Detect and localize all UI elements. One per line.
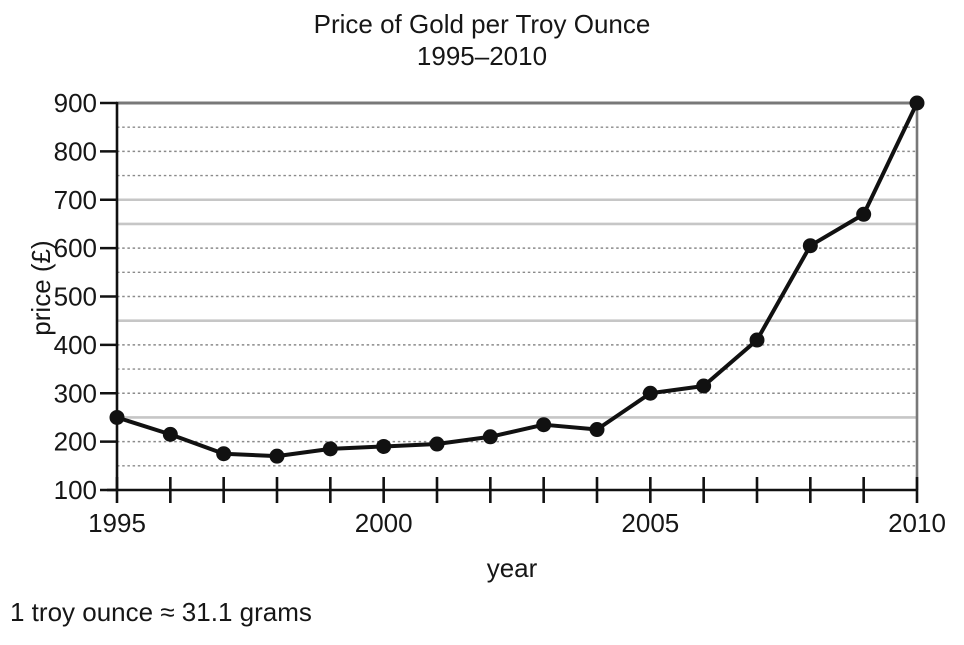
y-tick-label: 400	[54, 330, 97, 360]
data-point	[856, 206, 872, 222]
data-point	[216, 446, 232, 462]
y-tick-label: 500	[54, 282, 97, 312]
data-point	[642, 385, 658, 401]
price-line	[115, 101, 919, 459]
y-tick-label: 600	[54, 233, 97, 263]
y-tick-label: 300	[54, 378, 97, 408]
y-tick-label: 900	[54, 88, 97, 118]
y-tick-label: 200	[54, 427, 97, 457]
data-point	[269, 448, 285, 464]
y-axis-title: price (£)	[26, 240, 56, 335]
data-point	[589, 422, 605, 438]
gridlines	[117, 126, 917, 467]
x-tick-label: 2005	[621, 508, 679, 538]
data-point	[109, 409, 125, 425]
y-axis-ticks: 100 200 300 400 500 600 700 800 900	[54, 88, 117, 505]
data-point	[322, 441, 338, 457]
y-tick-label: 800	[54, 136, 97, 166]
data-point	[429, 436, 445, 452]
data-points	[109, 95, 925, 464]
chart-title-line-1: Price of Gold per Troy Ounce	[313, 9, 651, 39]
x-tick-label: 2010	[888, 508, 946, 538]
data-point	[536, 417, 552, 433]
chart-title: Price of Gold per Troy Ounce 1995–2010	[0, 8, 964, 72]
data-point	[376, 438, 392, 454]
y-tick-label: 100	[54, 475, 97, 505]
data-point	[696, 378, 712, 394]
conversion-footnote: 1 troy ounce ≈ 31.1 grams	[10, 597, 312, 627]
x-tick-label: 1995	[88, 508, 146, 538]
data-point	[909, 95, 925, 111]
data-point	[482, 429, 498, 445]
data-point	[802, 238, 818, 254]
x-axis-title: year	[487, 553, 538, 583]
y-tick-label: 700	[54, 185, 97, 215]
x-axis-ticks: 1995 2000 2005 2010	[88, 477, 946, 538]
line-chart-canvas: price (£) year 100 200 300 400 500 600 700 800 9…	[26, 88, 946, 583]
x-tick-label: 2000	[355, 508, 413, 538]
data-point	[162, 426, 178, 442]
chart-title-line-2: 1995–2010	[416, 41, 548, 71]
data-point	[749, 332, 765, 348]
